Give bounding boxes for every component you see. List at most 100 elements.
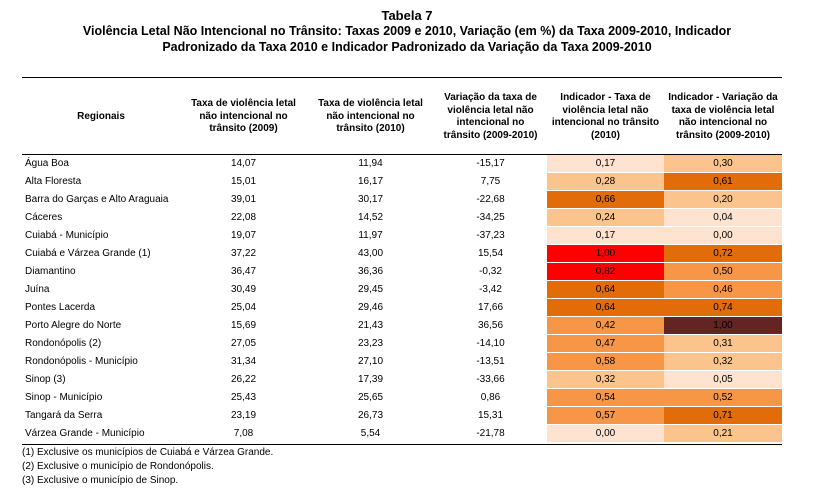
cell-indicador-variacao: 0,00 [664, 226, 782, 245]
data-table: Regionais Taxa de violência letal não in… [22, 79, 782, 443]
cell-indicador-variacao: 0,52 [664, 388, 782, 407]
cell-indicador-variacao: 0,31 [664, 334, 782, 353]
cell-indicador-taxa: 0,66 [547, 190, 664, 209]
cell-variacao: -21,78 [434, 424, 547, 443]
cell-indicador-variacao: 1,00 [664, 316, 782, 335]
cell-taxa-2009: 22,08 [180, 208, 307, 227]
cell-taxa-2009: 25,04 [180, 298, 307, 317]
cell-indicador-variacao: 0,30 [664, 155, 782, 173]
cell-regional: Diamantino [22, 262, 180, 281]
cell-taxa-2010: 11,94 [307, 155, 434, 173]
table-row: Cáceres 22,08 14,52 -34,25 0,24 0,04 [22, 208, 782, 227]
table-row: Porto Alegre do Norte 15,69 21,43 36,56 0,42… [22, 316, 782, 335]
table-row: Alta Floresta 15,01 16,17 7,75 0,28 0,61 [22, 172, 782, 191]
cell-taxa-2010: 26,73 [307, 406, 434, 425]
cell-taxa-2010: 5,54 [307, 424, 434, 443]
cell-indicador-taxa: 0,54 [547, 388, 664, 407]
cell-regional: Tangará da Serra [22, 406, 180, 425]
cell-regional: Cuiabá e Várzea Grande (1) [22, 244, 180, 263]
cell-taxa-2010: 30,17 [307, 190, 434, 209]
table-row: Pontes Lacerda 25,04 29,46 17,66 0,64 0,74 [22, 298, 782, 317]
cell-indicador-taxa: 0,24 [547, 208, 664, 227]
cell-regional: Cuiabá - Município [22, 226, 180, 245]
cell-variacao: -33,66 [434, 370, 547, 389]
cell-taxa-2009: 39,01 [180, 190, 307, 209]
cell-regional: Juína [22, 280, 180, 299]
cell-taxa-2010: 16,17 [307, 172, 434, 191]
table-body: Água Boa 14,07 11,94 -15,17 0,17 0,30 Alta Flo… [22, 155, 782, 443]
cell-indicador-variacao: 0,71 [664, 406, 782, 425]
cell-taxa-2009: 27,05 [180, 334, 307, 353]
footnote-2: (2) Exclusive o município de Rondonópoli… [22, 461, 214, 472]
table-row: Juína 30,49 29,45 -3,42 0,64 0,46 [22, 280, 782, 299]
cell-regional: Pontes Lacerda [22, 298, 180, 317]
cell-taxa-2010: 17,39 [307, 370, 434, 389]
header-indicador-taxa: Indicador - Taxa de violência letal não … [551, 92, 660, 141]
cell-taxa-2009: 36,47 [180, 262, 307, 281]
cell-indicador-taxa: 1,00 [547, 244, 664, 263]
cell-variacao: -0,32 [434, 262, 547, 281]
table-row: Rondonópolis - Município 31,34 27,10 -13,51… [22, 352, 782, 371]
cell-taxa-2009: 7,08 [180, 424, 307, 443]
cell-taxa-2009: 23,19 [180, 406, 307, 425]
table-row: Sinop - Município 25,43 25,65 0,86 0,54 0,52 [22, 388, 782, 407]
cell-variacao: 0,86 [434, 388, 547, 407]
table-row: Diamantino 36,47 36,36 -0,32 0,82 0,50 [22, 262, 782, 281]
table-row: Tangará da Serra 23,19 26,73 15,31 0,57 0,71 [22, 406, 782, 425]
cell-indicador-taxa: 0,64 [547, 280, 664, 299]
cell-variacao: -34,25 [434, 208, 547, 227]
cell-regional: Sinop - Município [22, 388, 180, 407]
table-number: Tabela 7 [381, 8, 433, 23]
cell-indicador-taxa: 0,58 [547, 352, 664, 371]
cell-regional: Barra do Garças e Alto Araguaia [22, 190, 180, 209]
table-row: Cuiabá e Várzea Grande (1) 37,22 43,00 15,5… [22, 244, 782, 263]
cell-indicador-taxa: 0,64 [547, 298, 664, 317]
cell-variacao: 15,54 [434, 244, 547, 263]
cell-variacao: -3,42 [434, 280, 547, 299]
cell-indicador-taxa: 0,32 [547, 370, 664, 389]
cell-indicador-taxa: 0,17 [547, 226, 664, 245]
cell-variacao: -37,23 [434, 226, 547, 245]
cell-taxa-2009: 37,22 [180, 244, 307, 263]
cell-indicador-variacao: 0,32 [664, 352, 782, 371]
cell-taxa-2010: 29,45 [307, 280, 434, 299]
table-row: Barra do Garças e Alto Araguaia 39,01 30,1… [22, 190, 782, 209]
cell-taxa-2009: 25,43 [180, 388, 307, 407]
cell-indicador-variacao: 0,50 [664, 262, 782, 281]
cell-indicador-variacao: 0,74 [664, 298, 782, 317]
cell-taxa-2009: 26,22 [180, 370, 307, 389]
cell-variacao: 15,31 [434, 406, 547, 425]
cell-variacao: -15,17 [434, 155, 547, 173]
cell-regional: Cáceres [22, 208, 180, 227]
cell-taxa-2009: 15,01 [180, 172, 307, 191]
cell-variacao: 7,75 [434, 172, 547, 191]
cell-regional: Rondonópolis (2) [22, 334, 180, 353]
table-row: Várzea Grande - Município 7,08 5,54 -21,78 0… [22, 424, 782, 443]
top-rule [22, 77, 782, 78]
header-taxa-2010: Taxa de violência letal não intencional … [318, 98, 423, 135]
footnote-1: (1) Exclusive os municípios de Cuiabá e … [22, 447, 274, 458]
cell-taxa-2010: 27,10 [307, 352, 434, 371]
cell-indicador-taxa: 0,00 [547, 424, 664, 443]
cell-taxa-2010: 43,00 [307, 244, 434, 263]
table-row: Rondonópolis (2) 27,05 23,23 -14,10 0,47 0,31 [22, 334, 782, 353]
cell-indicador-variacao: 0,21 [664, 424, 782, 443]
cell-taxa-2009: 30,49 [180, 280, 307, 299]
cell-indicador-taxa: 0,28 [547, 172, 664, 191]
cell-variacao: 36,56 [434, 316, 547, 335]
cell-variacao: -14,10 [434, 334, 547, 353]
footnote-3: (3) Exclusive o município de Sinop. [22, 475, 179, 486]
header-regionais: Regionais [77, 110, 125, 122]
cell-variacao: -13,51 [434, 352, 547, 371]
cell-taxa-2010: 14,52 [307, 208, 434, 227]
cell-taxa-2010: 36,36 [307, 262, 434, 281]
header-row: Regionais Taxa de violência letal não in… [22, 79, 782, 155]
cell-regional: Várzea Grande - Município [22, 424, 180, 443]
table-title-line-1: Violência Letal Não Intencional no Trâns… [82, 24, 732, 38]
cell-taxa-2010: 21,43 [307, 316, 434, 335]
cell-taxa-2010: 11,97 [307, 226, 434, 245]
cell-indicador-taxa: 0,42 [547, 316, 664, 335]
header-variacao: Variação da taxa de violência letal não … [443, 92, 538, 141]
cell-indicador-taxa: 0,57 [547, 406, 664, 425]
cell-indicador-taxa: 0,47 [547, 334, 664, 353]
